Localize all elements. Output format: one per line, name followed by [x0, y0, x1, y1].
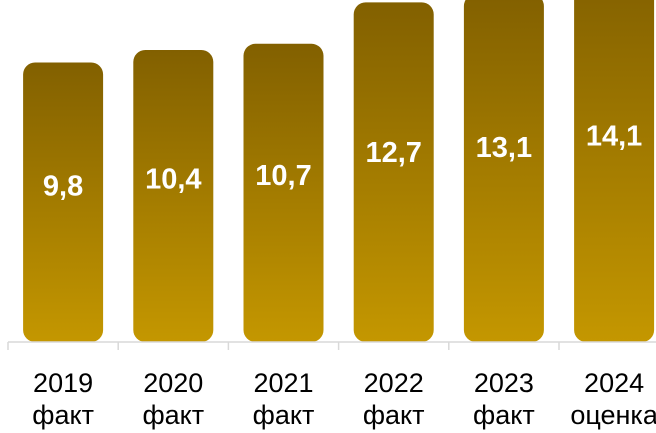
category-label-2020-status: факт [142, 400, 204, 430]
category-label-2024-status: оценка [570, 400, 656, 430]
category-label-2023-status: факт [473, 400, 535, 430]
data-label-2024: 14,1 [586, 121, 642, 153]
category-label-2021-status: факт [253, 400, 315, 430]
data-label-2019: 9,8 [43, 170, 83, 202]
bar-2023 [463, 0, 544, 342]
category-label-2023-year: 2023 [474, 368, 534, 398]
bar-2022 [353, 2, 434, 342]
category-label-2022-status: факт [363, 400, 425, 430]
x-axis-ticks [7, 342, 560, 350]
data-label-2021: 10,7 [255, 160, 311, 192]
data-labels-group: 9,8 10,4 10,7 12,7 13,1 14,1 [43, 121, 642, 203]
bar-2019 [23, 62, 104, 343]
bar-2024 [574, 0, 655, 342]
data-label-2020: 10,4 [145, 163, 201, 195]
category-labels-group: 2019факт2020факт2021факт2022факт2023факт… [32, 368, 656, 430]
category-label-2019-year: 2019 [33, 368, 93, 398]
category-label-2019-status: факт [32, 400, 94, 430]
category-label-2020-year: 2020 [143, 368, 203, 398]
bars-group [23, 0, 655, 343]
data-label-2023: 13,1 [476, 132, 532, 164]
data-label-2022: 12,7 [365, 137, 421, 169]
category-label-2024-year: 2024 [584, 368, 644, 398]
bar-2021 [243, 43, 324, 342]
category-label-2022-year: 2022 [364, 368, 424, 398]
bar-2020 [133, 50, 214, 343]
category-label-2021-year: 2021 [253, 368, 313, 398]
